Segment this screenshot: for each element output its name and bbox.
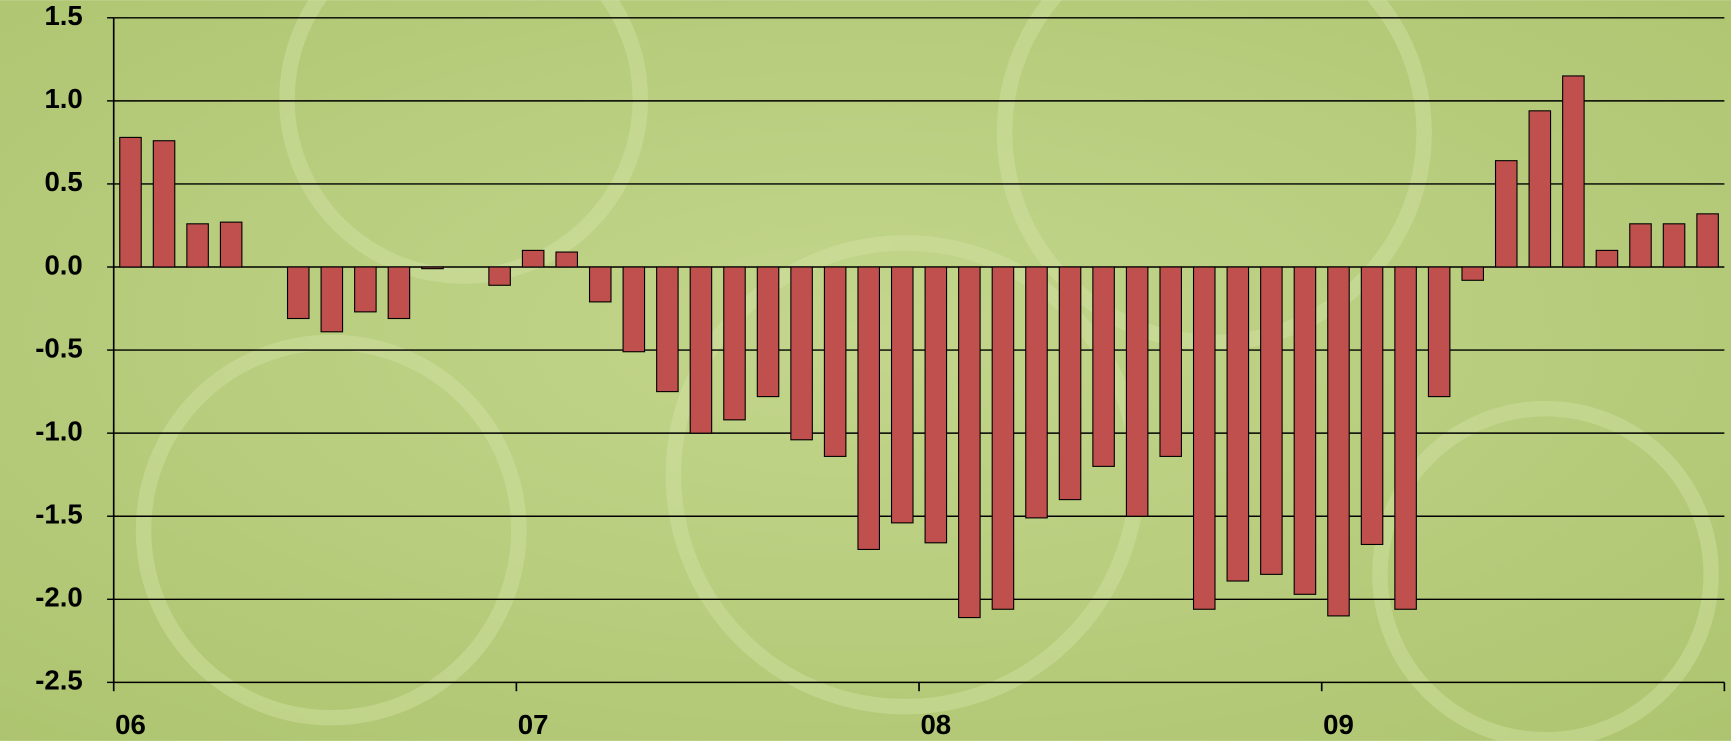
bar xyxy=(1662,223,1686,268)
x-tick-label: 06 xyxy=(115,709,146,740)
bar xyxy=(119,136,142,268)
y-tick-label: -2.0 xyxy=(35,582,83,613)
bar xyxy=(1025,266,1048,519)
bar xyxy=(958,266,981,619)
bar xyxy=(354,266,377,313)
bar xyxy=(656,266,679,393)
y-tick-label: -1.5 xyxy=(35,499,83,530)
bar xyxy=(890,266,914,524)
x-tick-label: 08 xyxy=(920,709,951,740)
bar xyxy=(1192,266,1216,610)
x-tick-label: 09 xyxy=(1323,709,1354,740)
bar xyxy=(823,266,847,457)
bar xyxy=(1058,266,1082,501)
bar xyxy=(421,266,444,270)
bar xyxy=(219,221,243,268)
bar xyxy=(1562,75,1585,268)
bar xyxy=(1226,266,1250,582)
bar xyxy=(555,251,578,268)
y-tick-label: -1.0 xyxy=(35,415,83,446)
bar xyxy=(1394,266,1417,610)
bar xyxy=(1427,266,1451,398)
bar xyxy=(1629,223,1652,268)
x-tick-label: 07 xyxy=(518,709,549,740)
bar xyxy=(152,140,176,268)
bar xyxy=(857,266,880,551)
bar xyxy=(723,266,746,421)
bar xyxy=(1595,249,1619,268)
bar xyxy=(286,266,310,320)
y-tick-label: 1.5 xyxy=(44,0,82,31)
bar xyxy=(1528,110,1552,268)
bar xyxy=(689,266,713,434)
bar xyxy=(320,266,344,333)
bar xyxy=(991,266,1015,610)
bar xyxy=(756,266,780,398)
bar xyxy=(622,266,646,353)
bar xyxy=(488,266,511,286)
bar xyxy=(1360,266,1384,546)
y-tick-label: -2.5 xyxy=(35,665,83,696)
bar xyxy=(387,266,411,320)
bar xyxy=(1260,266,1283,575)
bar xyxy=(186,223,209,268)
bar xyxy=(521,249,545,268)
y-tick-label: 0.5 xyxy=(44,166,82,197)
bar xyxy=(790,266,813,441)
bar xyxy=(1696,213,1719,268)
bar xyxy=(924,266,948,544)
y-tick-label: -0.5 xyxy=(35,332,83,363)
y-tick-label: 0.0 xyxy=(44,249,82,280)
bar xyxy=(1461,266,1484,281)
bar xyxy=(1293,266,1317,595)
y-tick-label: 1.0 xyxy=(44,83,82,114)
bar xyxy=(1494,160,1518,268)
bar xyxy=(588,266,612,303)
bar xyxy=(1327,266,1350,617)
bar xyxy=(1092,266,1115,467)
background-swirls xyxy=(135,0,1719,741)
bar xyxy=(1159,266,1182,457)
bar xyxy=(1125,266,1149,517)
